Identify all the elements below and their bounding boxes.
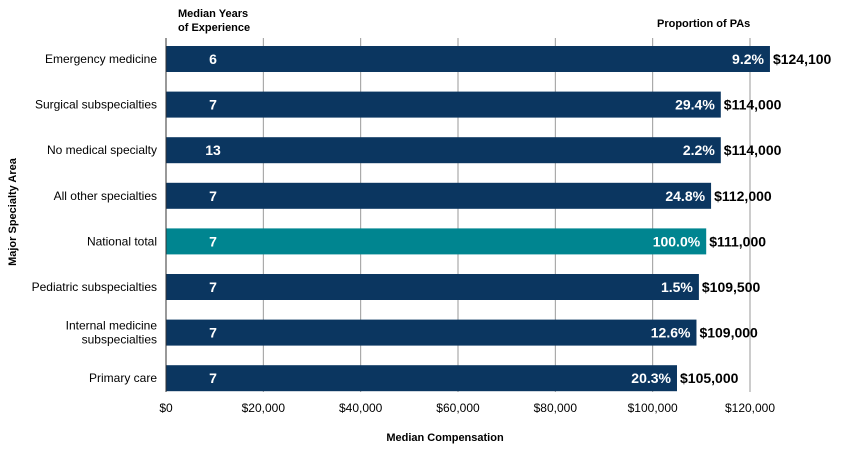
value-label: $109,500 bbox=[702, 279, 761, 295]
value-label: $114,000 bbox=[724, 97, 782, 113]
x-axis-title: Median Compensation bbox=[386, 432, 504, 444]
value-label: $111,000 bbox=[709, 233, 766, 249]
category-labels: Emergency medicine Surgical subspecialtie… bbox=[32, 52, 158, 385]
bar bbox=[166, 182, 712, 209]
median-years-label: 13 bbox=[205, 142, 221, 158]
median-years-label: 7 bbox=[209, 97, 217, 113]
bar bbox=[166, 137, 721, 164]
x-tick-label: $0 bbox=[159, 401, 173, 415]
bars: 6 9.2% $124,100 7 29.4% $114,000 13 2.2% $114,00… bbox=[166, 46, 832, 392]
x-tick-label: $60,000 bbox=[436, 401, 480, 415]
x-tick-label: $40,000 bbox=[339, 401, 383, 415]
value-label: $109,000 bbox=[699, 325, 758, 341]
bar bbox=[166, 319, 697, 346]
value-label: $105,000 bbox=[680, 370, 739, 386]
bar bbox=[166, 46, 770, 72]
y-axis-title: Major Specialty Area bbox=[7, 157, 19, 266]
x-tick-labels: $0 $20,000 $40,000 $60,000 $80,000 $100,000 $1… bbox=[159, 401, 775, 415]
proportion-label: 29.4% bbox=[675, 97, 715, 113]
median-years-header-line1: Median Years bbox=[178, 8, 248, 20]
category-label: All other specialties bbox=[54, 189, 157, 203]
proportion-label: 100.0% bbox=[653, 233, 701, 249]
category-label: Primary care bbox=[89, 371, 157, 385]
median-years-label: 7 bbox=[209, 325, 217, 341]
proportion-label: 9.2% bbox=[732, 51, 764, 67]
value-label: $112,000 bbox=[714, 188, 772, 204]
x-tick-label: $100,000 bbox=[628, 401, 678, 415]
x-tick-label: $80,000 bbox=[534, 401, 578, 415]
category-label: Surgical subspecialties bbox=[35, 98, 157, 112]
x-tick-label: $20,000 bbox=[242, 401, 286, 415]
value-label: $114,000 bbox=[724, 142, 782, 158]
bar bbox=[166, 91, 721, 118]
bar bbox=[166, 274, 699, 300]
proportion-label: 1.5% bbox=[661, 279, 693, 295]
proportion-label: 2.2% bbox=[683, 142, 715, 158]
median-years-label: 7 bbox=[209, 279, 217, 295]
category-label: Pediatric subspecialties bbox=[32, 280, 157, 294]
category-label: Emergency medicine bbox=[45, 52, 157, 66]
x-tick-label: $120,000 bbox=[725, 401, 775, 415]
proportion-label: 20.3% bbox=[631, 370, 671, 386]
bar bbox=[166, 228, 707, 255]
proportion-label: 24.8% bbox=[665, 188, 705, 204]
value-label: $124,100 bbox=[773, 51, 832, 67]
category-label: No medical specialty bbox=[47, 143, 157, 157]
median-years-label: 7 bbox=[209, 188, 217, 204]
median-years-header-line2: of Experience bbox=[178, 22, 250, 34]
median-years-label: 7 bbox=[209, 370, 217, 386]
median-years-label: 6 bbox=[209, 51, 217, 67]
category-label: Internal medicine bbox=[66, 319, 158, 333]
category-label: subspecialties bbox=[82, 333, 157, 347]
category-label: National total bbox=[87, 234, 157, 248]
median-years-label: 7 bbox=[209, 233, 217, 249]
proportion-label: 12.6% bbox=[651, 325, 691, 341]
bar bbox=[166, 365, 677, 392]
proportion-header: Proportion of PAs bbox=[657, 18, 750, 30]
